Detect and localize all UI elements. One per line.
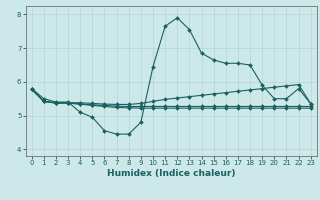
X-axis label: Humidex (Indice chaleur): Humidex (Indice chaleur) — [107, 169, 236, 178]
